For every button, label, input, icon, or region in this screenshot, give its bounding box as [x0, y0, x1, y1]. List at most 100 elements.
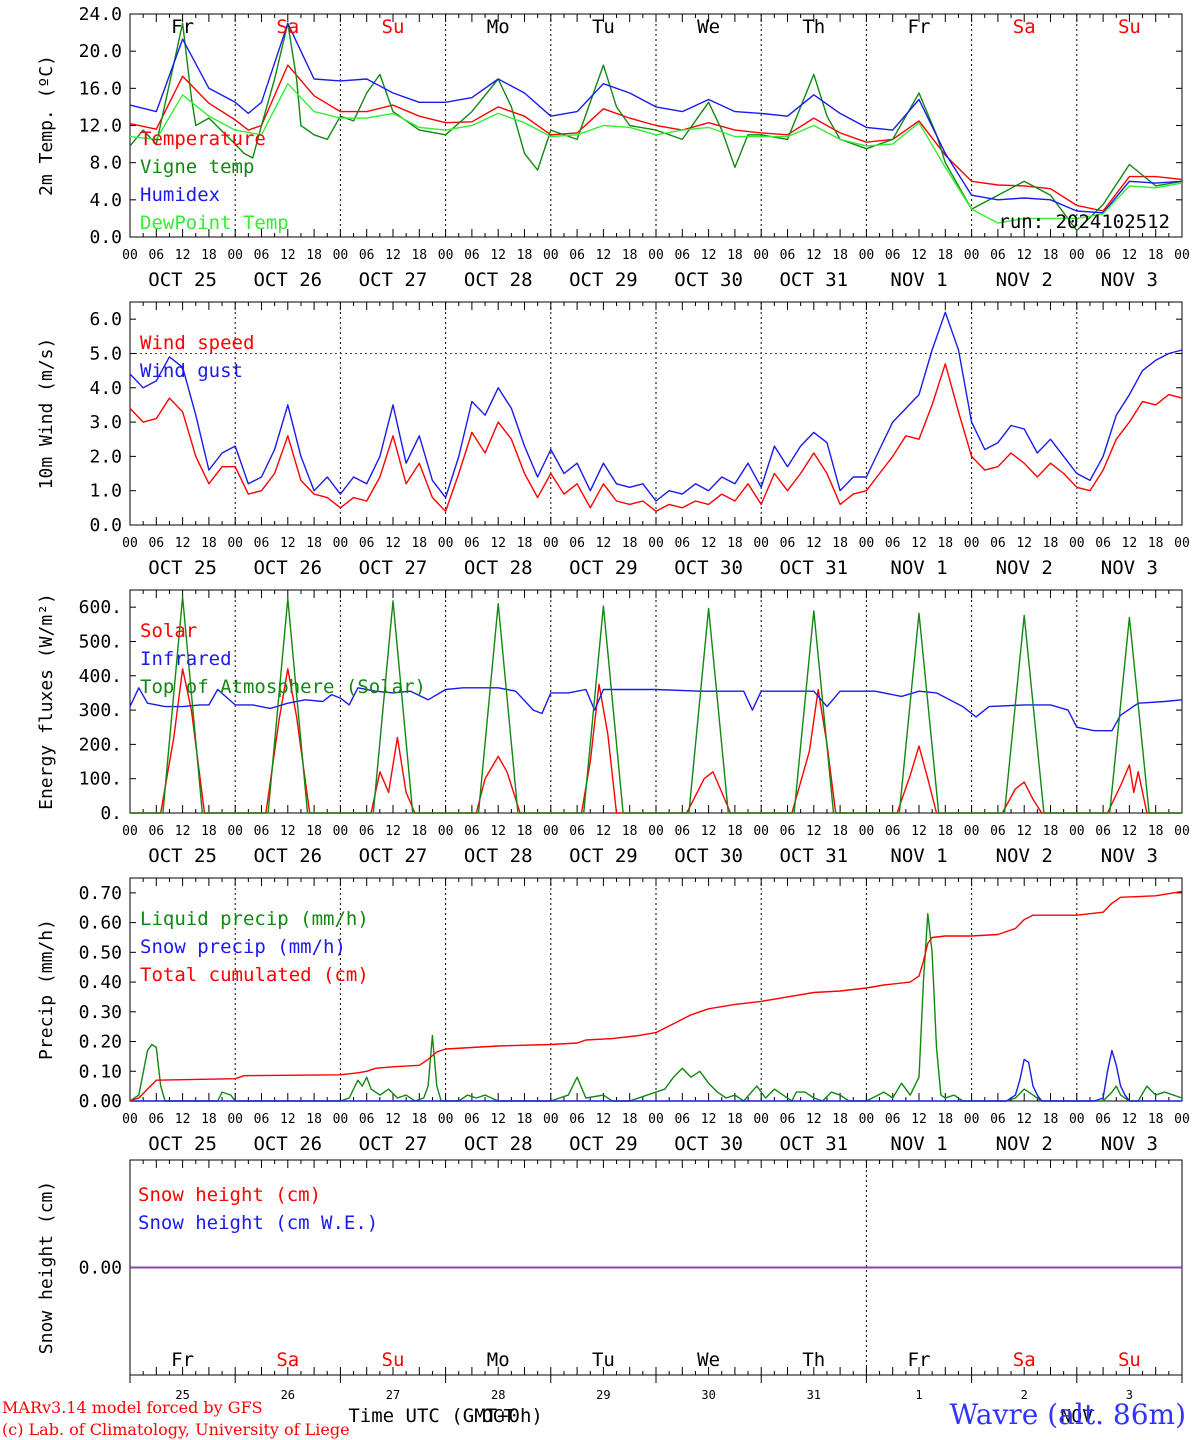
weekday-label: Fr	[908, 16, 931, 38]
wind-date-label: NOV 3	[1101, 557, 1158, 579]
temperature-hour-label: 12	[175, 248, 191, 263]
precip-hour-label: 12	[385, 1112, 401, 1127]
bottom-weekday-label: Fr	[171, 1349, 194, 1371]
wind-hour-label: 18	[201, 536, 217, 551]
precip-hour-label: 18	[1148, 1112, 1164, 1127]
temperature-hour-label: 00	[1174, 248, 1190, 263]
energy-hour-label: 06	[464, 824, 480, 839]
wind-hour-label: 00	[859, 536, 875, 551]
wind-hour-label: 12	[596, 536, 612, 551]
wind-ytick-label: 1.0	[89, 481, 122, 502]
wind-date-label: OCT 28	[464, 557, 533, 579]
wind-hour-label: 12	[911, 536, 927, 551]
temperature-hour-label: 12	[806, 248, 822, 263]
precip-hour-label: 18	[832, 1112, 848, 1127]
precip-hour-label: 18	[201, 1112, 217, 1127]
energy-hour-label: 00	[859, 824, 875, 839]
bottom-day-number: 28	[491, 1388, 505, 1402]
temperature-hour-label: 06	[359, 248, 375, 263]
energy-hour-label: 00	[227, 824, 243, 839]
energy-ytick-label: 0.	[100, 803, 122, 824]
wind-ytick-label: 6.0	[89, 309, 122, 330]
energy-hour-label: 06	[569, 824, 585, 839]
temperature-hour-label: 12	[490, 248, 506, 263]
energy-hour-label: 00	[122, 824, 138, 839]
weekday-label: Th	[802, 16, 825, 38]
wind-hour-label: 18	[517, 536, 533, 551]
energy-hour-label: 18	[517, 824, 533, 839]
wind-date-label: OCT 31	[779, 557, 848, 579]
temperature-date-label: OCT 28	[464, 269, 533, 291]
precip-hour-label: 18	[937, 1112, 953, 1127]
temperature-hour-label: 12	[1122, 248, 1138, 263]
wind-hour-label: 06	[464, 536, 480, 551]
temperature-hour-label: 12	[1016, 248, 1032, 263]
wind-hour-label: 00	[964, 536, 980, 551]
precip-hour-label: 18	[622, 1112, 638, 1127]
precip-date-label: OCT 28	[464, 1133, 533, 1155]
wind-legend-entry: Wind speed	[140, 332, 254, 354]
wind-date-label: NOV 1	[890, 557, 947, 579]
bottom-weekday-label: Su	[382, 1349, 405, 1371]
precip-hour-label: 06	[990, 1112, 1006, 1127]
wind-hour-label: 06	[359, 536, 375, 551]
precip-hour-label: 06	[674, 1112, 690, 1127]
temperature-hour-label: 06	[885, 248, 901, 263]
temperature-ytick-label: 16.0	[79, 78, 122, 99]
energy-hour-label: 12	[280, 824, 296, 839]
bottom-weekday-label: Fr	[908, 1349, 931, 1371]
weekday-label: Su	[382, 16, 405, 38]
energy-hour-label: 06	[990, 824, 1006, 839]
precip-hour-label: 06	[1095, 1112, 1111, 1127]
station-name: Wavre (alt. 86m)	[949, 1398, 1186, 1431]
precip-hour-label: 12	[596, 1112, 612, 1127]
temperature-date-label: NOV 2	[996, 269, 1053, 291]
precip-ytick-label: 0.20	[79, 1032, 122, 1053]
wind-hour-label: 00	[648, 536, 664, 551]
temperature-date-label: NOV 3	[1101, 269, 1158, 291]
temperature-hour-label: 06	[990, 248, 1006, 263]
temperature-ylabel: 2m Temp. (ºC)	[36, 55, 57, 196]
precip-hour-label: 06	[464, 1112, 480, 1127]
energy-hour-label: 18	[201, 824, 217, 839]
wind-ylabel: 10m Wind (m/s)	[36, 338, 57, 490]
energy-ytick-label: 500.	[79, 631, 122, 652]
snow-legend-entry: Snow height (cm)	[138, 1184, 321, 1206]
energy-hour-label: 00	[753, 824, 769, 839]
energy-date-label: OCT 26	[253, 845, 322, 867]
wind-ytick-label: 3.0	[89, 412, 122, 433]
temperature-hour-label: 00	[227, 248, 243, 263]
precip-hour-label: 00	[122, 1112, 138, 1127]
temperature-hour-label: 06	[1095, 248, 1111, 263]
temperature-series-dewpoint-temp	[129, 83, 1183, 224]
time-axis-label: Time UTC (GMT+0h)	[348, 1405, 542, 1427]
energy-hour-label: 12	[1016, 824, 1032, 839]
bottom-month-label: OCT	[482, 1406, 515, 1427]
energy-hour-label: 00	[333, 824, 349, 839]
precip-ytick-label: 0.70	[79, 883, 122, 904]
energy-hour-label: 18	[937, 824, 953, 839]
wind-hour-label: 06	[1095, 536, 1111, 551]
wind-ytick-label: 0.0	[89, 515, 122, 536]
energy-hour-label: 18	[622, 824, 638, 839]
precip-hour-label: 00	[227, 1112, 243, 1127]
precip-date-label: OCT 31	[779, 1133, 848, 1155]
temperature-hour-label: 06	[148, 248, 164, 263]
energy-hour-label: 12	[596, 824, 612, 839]
temperature-ytick-label: 0.0	[89, 227, 122, 248]
temperature-legend-entry: Humidex	[140, 184, 220, 206]
precip-hour-label: 12	[911, 1112, 927, 1127]
bottom-weekday-label: Tu	[592, 1349, 615, 1371]
wind-date-label: OCT 27	[359, 557, 428, 579]
wind-hour-label: 00	[438, 536, 454, 551]
precip-hour-label: 06	[254, 1112, 270, 1127]
temperature-hour-label: 06	[464, 248, 480, 263]
temperature-hour-label: 06	[254, 248, 270, 263]
lab-credit: (c) Lab. of Climatology, University of L…	[2, 1420, 350, 1439]
wind-hour-label: 06	[885, 536, 901, 551]
precip-hour-label: 12	[701, 1112, 717, 1127]
precip-date-label: OCT 25	[148, 1133, 217, 1155]
wind-hour-label: 12	[1122, 536, 1138, 551]
energy-hour-label: 06	[780, 824, 796, 839]
temperature-ytick-label: 24.0	[79, 4, 122, 25]
